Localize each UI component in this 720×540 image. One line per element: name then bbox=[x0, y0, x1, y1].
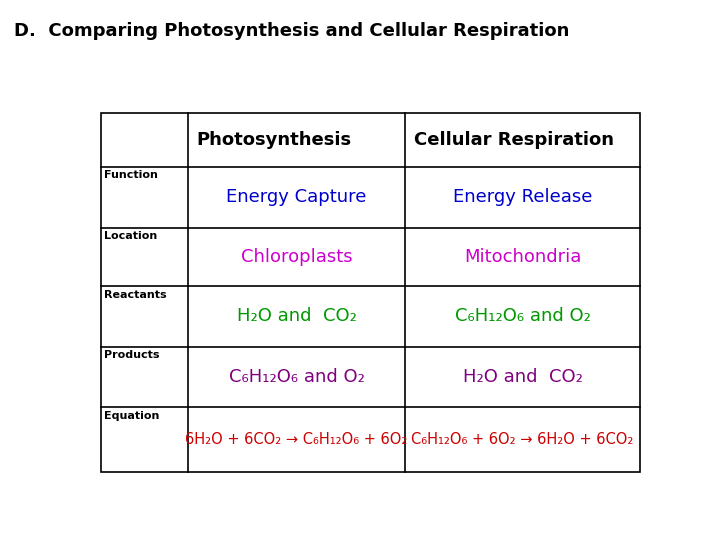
Text: Cellular Respiration: Cellular Respiration bbox=[413, 131, 613, 149]
Text: H₂O and  CO₂: H₂O and CO₂ bbox=[462, 368, 582, 386]
Text: Mitochondria: Mitochondria bbox=[464, 248, 581, 266]
Text: Location: Location bbox=[104, 231, 157, 241]
Text: Function: Function bbox=[104, 170, 158, 180]
Bar bbox=[101, 113, 639, 473]
Text: Photosynthesis: Photosynthesis bbox=[196, 131, 351, 149]
Text: Energy Capture: Energy Capture bbox=[226, 188, 366, 206]
Text: H₂O and  CO₂: H₂O and CO₂ bbox=[237, 307, 356, 326]
Text: C₆H₁₂O₆ and O₂: C₆H₁₂O₆ and O₂ bbox=[228, 368, 364, 386]
Text: 6H₂O + 6CO₂ → C₆H₁₂O₆ + 6O₂: 6H₂O + 6CO₂ → C₆H₁₂O₆ + 6O₂ bbox=[185, 433, 408, 447]
Text: Reactants: Reactants bbox=[104, 289, 166, 300]
Text: D.  Comparing Photosynthesis and Cellular Respiration: D. Comparing Photosynthesis and Cellular… bbox=[14, 22, 570, 39]
Text: Energy Release: Energy Release bbox=[453, 188, 592, 206]
Text: C₆H₁₂O₆ + 6O₂ → 6H₂O + 6CO₂: C₆H₁₂O₆ + 6O₂ → 6H₂O + 6CO₂ bbox=[411, 433, 634, 447]
Text: Chloroplasts: Chloroplasts bbox=[240, 248, 352, 266]
Text: Products: Products bbox=[104, 350, 159, 360]
Text: C₆H₁₂O₆ and O₂: C₆H₁₂O₆ and O₂ bbox=[454, 307, 590, 326]
Text: Equation: Equation bbox=[104, 411, 159, 421]
